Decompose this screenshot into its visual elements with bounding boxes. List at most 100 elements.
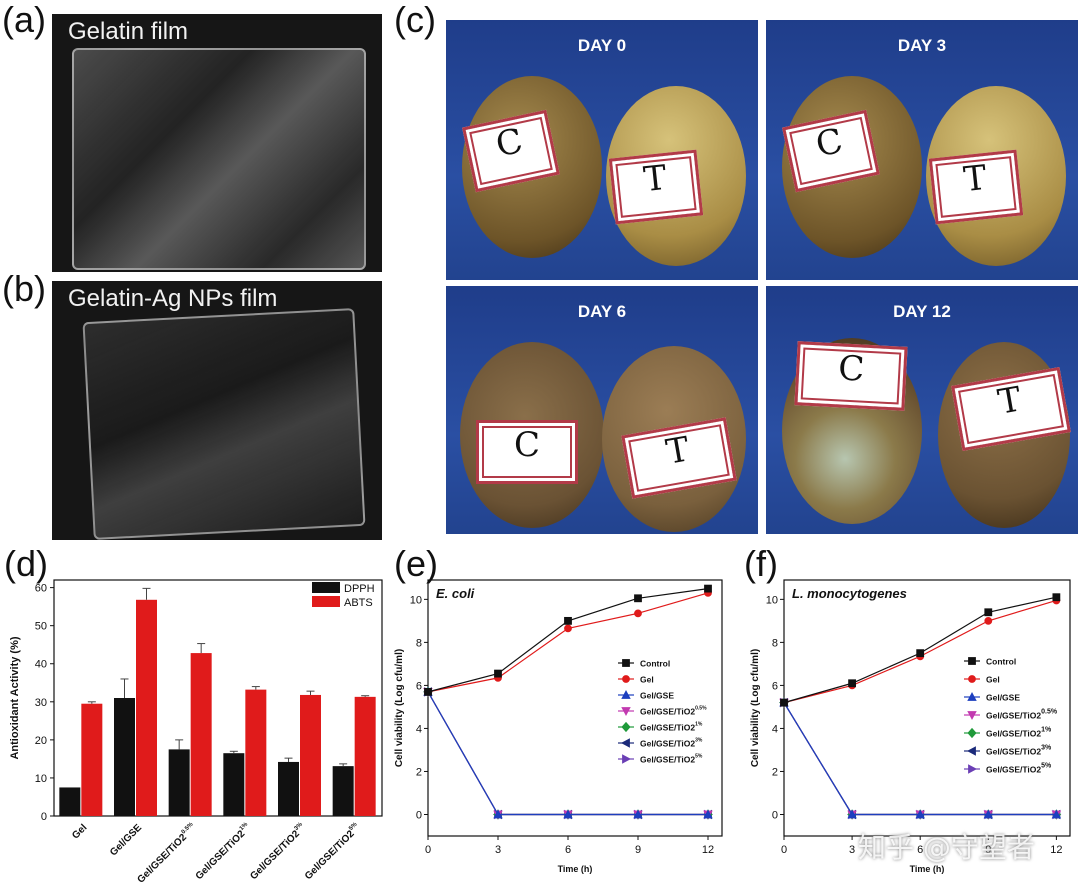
gelatin-ag-film-photo: Gelatin-Ag NPs film [52,281,382,540]
kiwi-day0-photo: DAY 0 C T [446,20,758,280]
data-point [564,616,572,625]
ecoli-viability-chart: 0 3 6 9 12 0 2 4 6 8 10 Time (h) Cell viability (Log… [394,579,723,874]
data-point [621,738,630,748]
data-point [493,809,503,819]
x-tick-label: Gel/GSE/TiO25% [302,821,363,882]
watermark-text: 知乎 @守望者 [858,831,1035,864]
legend-label: Gel/GSE/TiO23% [986,745,1052,757]
data-point [424,687,432,696]
panel-label-d: (d) [4,543,48,584]
tag-control: C [794,341,908,411]
data-point [847,809,857,819]
data-point [704,584,712,593]
data-point [564,624,572,633]
legend-label: Gel/GSE/TiO21% [986,727,1052,739]
x-tick-label: 12 [1050,844,1062,856]
legend-label: Gel/GSE/TiO25% [640,754,703,765]
y-tick-label: 10 [410,594,422,606]
bar-abts [300,694,321,816]
data-point [984,608,993,617]
x-tick-label: 0 [425,844,431,856]
bar-dpph [223,753,245,816]
bar-abts [190,653,212,816]
bar-abts [245,689,267,816]
x-tick-label: 6 [917,844,923,856]
day-label: DAY 6 [577,302,627,321]
data-point [622,659,630,667]
data-point [915,809,925,819]
gelatin-ag-film-image [82,308,366,540]
panel-label-a: (a) [2,0,46,40]
antioxidant-bar-chart: 0 10 20 30 40 50 60 Antioxidant Activity (%) Gel… [9,579,383,886]
series-markers [424,589,712,696]
data-point [916,649,925,658]
x-tick-label: Gel/GSE/TiO23% [248,821,309,882]
bar-dpph [278,761,299,816]
day-label: DAY 0 [577,36,627,55]
chart-title: L. monocytogenes [792,586,907,601]
tag-treated: T [928,149,1024,225]
legend-label: Gel/GSE/TiO25% [986,763,1052,775]
legend-label: Gel/GSE [986,693,1020,703]
x-tick-label: 9 [985,844,991,856]
y-tick-label: 6 [416,680,422,692]
x-axis-label: Time (h) [910,864,945,874]
panel-label-f: (f) [744,543,778,584]
legend-label: Control [986,657,1016,667]
kiwi-day12-photo: DAY 12 C T [766,286,1078,534]
data-point [968,657,976,665]
legend-label: Gel/GSE/TiO20.5% [986,709,1058,721]
data-point [984,616,993,625]
data-point [634,594,642,603]
day-label: DAY 12 [893,302,951,321]
y-axis-label: Antioxidant Activity (%) [9,636,21,759]
data-point [621,707,631,716]
bar-abts [81,703,103,816]
y-tick-label: 10 [766,594,778,606]
y-tick-label: 2 [772,766,778,778]
x-tick-label: 12 [702,844,714,856]
y-axis-label: Cell viability (Log cfu/ml) [394,649,405,767]
legend-label: DPPH [344,583,375,595]
kiwi-day6-photo: DAY 6 C T [446,286,758,534]
data-point [563,809,573,819]
data-point [968,764,977,774]
gelatin-film-photo: Gelatin film [52,14,382,272]
y-tick-label: 40 [35,659,47,671]
kiwi-day3-photo: DAY 3 C T [766,20,1078,280]
data-point [621,690,631,699]
bar-abts [354,696,376,816]
gelatin-film-caption: Gelatin film [68,18,189,45]
y-tick-label: 8 [416,637,422,649]
bar-dpph [168,749,190,816]
x-tick-label: 0 [781,844,787,856]
data-point [967,692,977,701]
data-point [621,721,631,733]
x-tick-label: 3 [495,844,501,856]
bar-dpph [59,787,81,816]
data-point [967,727,977,739]
data-point [968,675,976,683]
x-tick-label: Gel [70,822,89,841]
panel-label-c: (c) [394,0,436,40]
y-tick-label: 4 [772,723,778,735]
legend-label: Gel/GSE/TiO21% [640,722,703,733]
gelatin-ag-film-caption: Gelatin-Ag NPs film [68,285,278,312]
x-tick-label: Gel/GSE/TiO21% [193,821,254,882]
series-line [427,588,709,693]
tag-treated: T [608,149,704,225]
chart-title: E. coli [436,586,475,601]
legend-label: Gel/GSE [640,691,674,701]
data-point [1052,593,1061,602]
y-tick-label: 0 [772,809,778,821]
x-tick-label: 9 [635,844,641,856]
series-markers [424,584,712,696]
data-point [703,809,713,819]
legend-label: Gel/GSE/TiO23% [640,738,703,749]
legend-label: Gel [640,675,654,685]
y-tick-label: 6 [772,680,778,692]
bar-dpph [332,766,354,816]
legend-swatch [312,582,340,593]
y-tick-label: 50 [35,621,47,633]
data-point [967,711,977,720]
